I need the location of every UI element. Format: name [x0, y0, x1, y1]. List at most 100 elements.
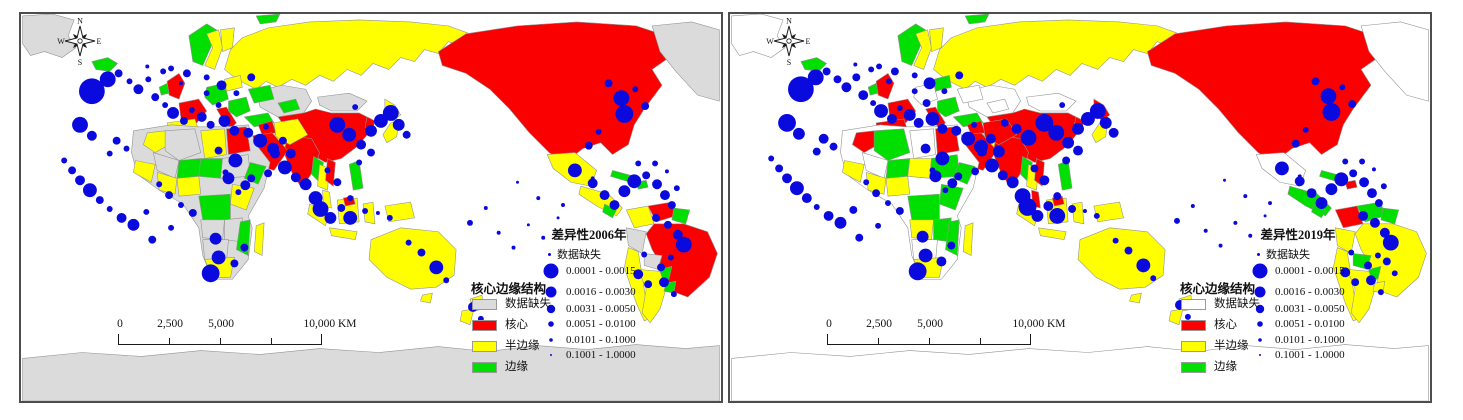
size-circle-icon [1257, 321, 1263, 327]
difference-symbol [496, 230, 501, 235]
difference-symbol [556, 216, 560, 220]
region-morocco [142, 130, 170, 153]
difference-symbol [1351, 278, 1360, 287]
difference-symbol [126, 78, 133, 85]
difference-symbol [211, 250, 226, 265]
difference-symbol [75, 175, 85, 186]
region-niger [176, 158, 202, 179]
difference-symbol [278, 136, 287, 145]
compass-s-label: S [787, 58, 791, 67]
difference-symbol [228, 153, 243, 168]
difference-symbol [511, 245, 516, 250]
difference-symbol [405, 239, 412, 246]
difference-symbol [561, 203, 565, 208]
difference-symbol [1124, 246, 1133, 255]
difference-symbol [1325, 183, 1338, 196]
region-drc [198, 193, 231, 221]
region-greenland-east [1360, 21, 1429, 102]
difference-symbol [1048, 124, 1065, 141]
difference-symbol [1043, 201, 1054, 211]
difference-symbol [1099, 116, 1112, 129]
map-panel-2019: N E S W 0 2,500 5,000 10,000 KM 差异性2019年… [728, 12, 1432, 403]
difference-symbol [386, 214, 393, 221]
scale-label-0: 0 [826, 318, 832, 330]
difference-symbol [86, 130, 97, 141]
difference-symbol [911, 88, 918, 95]
difference-symbol [660, 190, 670, 201]
difference-symbol [1062, 136, 1075, 149]
difference-symbol [112, 136, 121, 145]
missing-label: 数据缺失 [1266, 249, 1310, 261]
difference-symbol [913, 117, 924, 128]
region-madagascar [962, 222, 974, 256]
difference-symbol [935, 151, 950, 166]
difference-symbol [855, 233, 864, 242]
scale-label-10000: 10,000 KM [1012, 318, 1066, 330]
size-circle-icon [1255, 304, 1265, 314]
difference-symbol [977, 146, 987, 157]
difference-symbol [1031, 209, 1044, 222]
difference-symbol [1011, 123, 1022, 134]
difference-symbol [1274, 161, 1289, 176]
difference-symbol [1082, 208, 1087, 213]
difference-symbol [872, 189, 881, 198]
difference-symbol [1000, 118, 1009, 127]
difference-symbol [1320, 88, 1337, 105]
difference-symbol [1049, 207, 1066, 224]
difference-symbol [863, 179, 870, 186]
region-new-guinea [1093, 201, 1124, 223]
difference-symbol [1322, 103, 1341, 121]
difference-symbol [356, 159, 363, 166]
difference-symbol [235, 189, 242, 196]
difference-symbol [1380, 183, 1387, 190]
size-legend-title: 差异性2019年 [1260, 228, 1336, 242]
region-poland-baltics [224, 74, 243, 92]
region-brazil [1354, 223, 1427, 298]
difference-symbol [209, 232, 222, 245]
difference-symbol [1190, 204, 1195, 208]
difference-symbol [1030, 164, 1039, 173]
difference-symbol [1059, 102, 1066, 109]
difference-symbol [1243, 194, 1248, 199]
difference-symbol [99, 71, 116, 88]
difference-symbol [79, 78, 105, 105]
difference-symbol [145, 64, 150, 69]
difference-symbol [1391, 270, 1398, 277]
difference-symbol [852, 73, 861, 82]
difference-symbol [1112, 237, 1119, 244]
difference-symbol [652, 179, 662, 190]
difference-symbol [1174, 217, 1180, 224]
region-svalbard [964, 14, 990, 25]
difference-symbol [68, 166, 77, 175]
difference-symbol [243, 127, 254, 138]
difference-symbol [218, 114, 231, 127]
difference-symbol [324, 167, 331, 174]
difference-symbol [992, 145, 1005, 158]
region-ireland [867, 82, 879, 96]
core-swatch [1181, 320, 1206, 331]
difference-symbol [1150, 275, 1157, 282]
difference-symbol [908, 262, 927, 281]
difference-symbol [818, 133, 829, 144]
region-libya [200, 128, 227, 159]
difference-symbol [812, 147, 821, 156]
region-hispaniola [1344, 179, 1358, 190]
compass-w-label: W [57, 37, 65, 46]
region-philippines [1057, 160, 1073, 191]
region-sweden [204, 29, 223, 70]
size-circle-icon [545, 286, 557, 298]
difference-symbol [663, 220, 672, 229]
difference-symbol [936, 256, 947, 267]
difference-symbol [886, 113, 897, 124]
difference-symbol [526, 223, 530, 227]
difference-symbol [792, 127, 805, 140]
difference-symbol [263, 123, 270, 130]
difference-symbol [951, 125, 962, 136]
region-russia [933, 19, 1180, 90]
difference-symbol [853, 62, 858, 67]
difference-symbol [156, 181, 163, 188]
region-west-africa-coast [842, 160, 865, 183]
difference-symbol [116, 212, 127, 223]
difference-symbol [429, 260, 444, 275]
difference-symbol [516, 180, 519, 184]
